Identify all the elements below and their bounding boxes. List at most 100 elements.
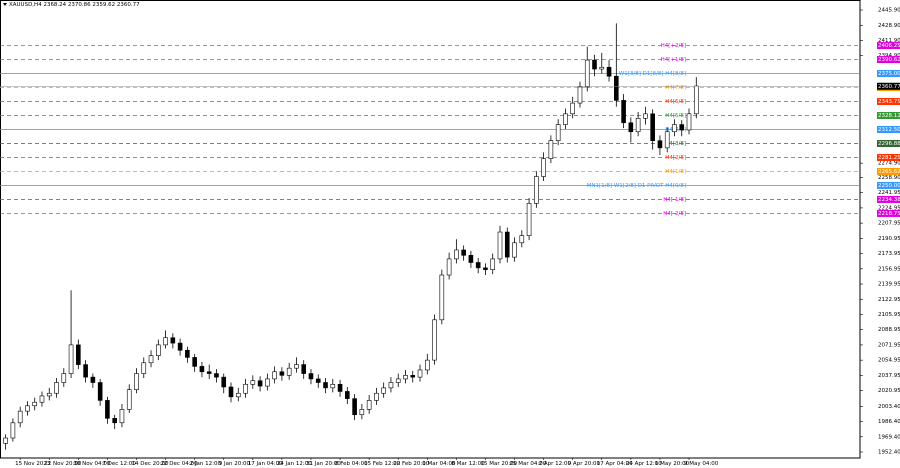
candle-body (468, 255, 474, 263)
candle-body (679, 124, 685, 131)
level-name: H4[1/8] (665, 169, 686, 175)
y-tick-label: 1952.40 (878, 449, 900, 455)
x-tick-label: 14 Dec 20:00 (131, 461, 168, 467)
y-tick-label: 2156.95 (878, 266, 900, 272)
candle-body (25, 405, 30, 412)
level-name: H4[+2/8] (661, 43, 686, 49)
level-name: H4[3/8] (665, 141, 686, 147)
candle-body (257, 380, 263, 387)
y-tick-label: 2003.40 (878, 404, 900, 410)
x-tick-label: 22 Dec 04:00 (161, 461, 198, 467)
x-tick-label: 2 Apr 12:00 (539, 461, 572, 467)
candle-body (61, 373, 67, 383)
level-price-label: 2328.12 (878, 113, 900, 119)
x-tick-label: 1 May 20:00 (655, 461, 690, 467)
candle-body (359, 409, 365, 416)
candle-body (119, 409, 125, 424)
y-tick-label: 2105.95 (878, 312, 900, 318)
candle-body (17, 410, 23, 424)
candle-body (39, 395, 45, 403)
level-name: H4[+1/8] (661, 57, 686, 63)
y-tick-label: 2241.95 (878, 190, 900, 196)
level-price-label: 2390.62 (878, 57, 900, 63)
x-tick-label: 9 Apr 20:00 (568, 461, 601, 467)
level-price-box (877, 126, 900, 134)
candle-body (301, 364, 307, 374)
y-tick-label: 2207.95 (878, 221, 900, 227)
candle-body (272, 371, 277, 380)
candle-body (570, 102, 575, 115)
current-price-box (877, 82, 900, 90)
x-tick-label: 24 Apr 12:00 (626, 461, 662, 467)
level-price-label: 2281.25 (878, 155, 900, 161)
candle-body (395, 378, 401, 383)
candle-body (235, 392, 241, 398)
candle-body (555, 124, 561, 141)
level-price-label: 2218.75 (878, 211, 900, 217)
candle-body (621, 100, 626, 124)
candle-body (461, 249, 466, 256)
y-tick-label: 2054.95 (878, 358, 900, 364)
level-name: H4[7/8] (665, 85, 686, 91)
candle-body (519, 235, 525, 244)
candle-body (134, 373, 139, 390)
level-price-label: 2375.00 (878, 71, 900, 77)
level-price-box (877, 70, 900, 78)
x-tick-label: 17 Jan 04:00 (248, 461, 283, 467)
level-name: MN1[1/8] W1[2/8] D1 PIVOT H4[0/8] (587, 183, 686, 189)
candle-body (672, 124, 677, 133)
plot-frame (0, 0, 861, 459)
candle-body (483, 267, 488, 270)
candle-body (156, 344, 161, 356)
x-tick-label: 31 Jan 20:00 (306, 461, 341, 467)
candle-body (628, 122, 634, 133)
candle-body (577, 86, 583, 104)
candle-body (192, 357, 197, 367)
y-tick-label: 2224.95 (878, 205, 900, 211)
candle-body (454, 249, 459, 260)
level-price-label: 2343.75 (878, 99, 900, 105)
candle-body (599, 66, 605, 70)
candle-body (10, 422, 16, 439)
level-name: H4[5/8] (665, 113, 686, 119)
candle-body (90, 376, 96, 383)
candle-body (410, 375, 416, 378)
candle-body (475, 262, 481, 269)
level-name: H4[-2/8] (663, 211, 686, 217)
candle-body (664, 131, 670, 149)
candle-body (177, 342, 183, 351)
candle-body (584, 59, 590, 88)
y-tick-label: 2258.90 (878, 175, 900, 181)
candle-body (439, 274, 445, 321)
candle-body (323, 382, 328, 389)
candle-body (490, 258, 496, 270)
x-tick-label: 30 Nov 04:00 (73, 461, 111, 467)
level-price-box (877, 139, 900, 147)
candle-body (606, 66, 612, 77)
candle-body (446, 258, 452, 276)
candle-body (337, 383, 343, 392)
candle-body (512, 242, 517, 258)
candle-body (199, 366, 205, 373)
candle-body (214, 373, 219, 378)
x-tick-label: 9 May 04:00 (684, 461, 719, 467)
candle-body (265, 378, 270, 387)
x-tick-label: 17 Apr 04:00 (597, 461, 633, 467)
candle-body (170, 337, 176, 344)
candle-body (388, 382, 394, 389)
y-tick-label: 2071.95 (878, 342, 900, 348)
chart-title: XAUUSD,H4 2368.24 2370.86 2359.62 2360.7… (9, 2, 140, 8)
y-tick-label: 2173.95 (878, 251, 900, 257)
candle-body (650, 113, 655, 141)
y-tick-label: 2274.90 (878, 161, 900, 167)
level-price-label: 2406.25 (878, 43, 900, 49)
x-tick-label: 8 Mar 12:00 (451, 461, 485, 467)
candle-body (643, 113, 648, 119)
x-tick-label: 15 Feb 12:00 (364, 461, 401, 467)
x-tick-label: 2 Jan 12:00 (190, 461, 222, 467)
candle-body (366, 400, 372, 410)
candle-body (374, 392, 379, 401)
x-tick-label: 1 Mar 04:00 (422, 461, 456, 467)
y-tick-label: 2122.95 (878, 297, 900, 303)
